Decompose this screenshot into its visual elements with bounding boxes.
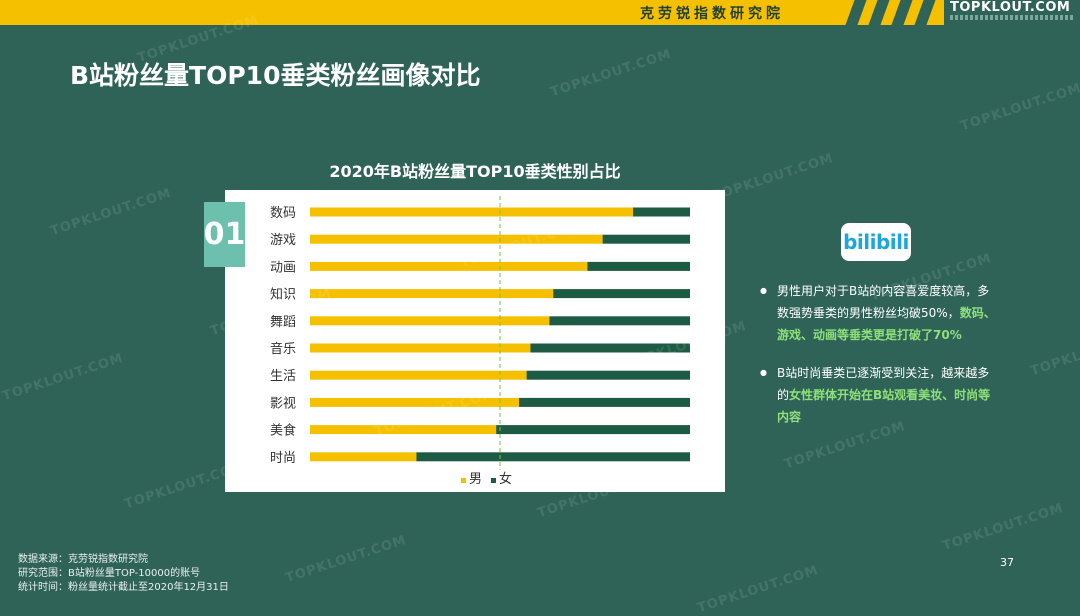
time-value: 粉丝量统计截止至2020年12月31日 — [68, 582, 229, 593]
page-number: 37 — [1000, 556, 1014, 569]
header-org: 克劳锐指数研究院 — [640, 6, 784, 22]
bar-male-6 — [310, 370, 527, 380]
watermark: TOPKLOUT.COM — [283, 532, 409, 587]
watermark: TOPKLOUT.COM — [710, 150, 836, 205]
bar-female-0 — [633, 207, 690, 217]
category-label-0: 数码 — [270, 206, 296, 221]
watermark: TOPKLOUT.COM — [0, 350, 126, 405]
watermark: TOPKLOUT.COM — [548, 46, 674, 101]
bar-female-3 — [553, 289, 690, 299]
section-badge: 01 — [204, 202, 245, 267]
bar-male-1 — [310, 234, 603, 244]
bar-male-2 — [310, 261, 588, 271]
bar-female-2 — [587, 261, 690, 271]
decor-stripe — [914, 0, 936, 25]
brand-text: TOPKLOUT.COM — [950, 0, 1071, 15]
bilibili-logo: bilibili — [841, 223, 911, 261]
category-label-4: 舞蹈 — [270, 315, 296, 330]
bar-female-9 — [416, 452, 690, 462]
brand-logo: TOPKLOUT.COM — [944, 0, 1080, 25]
legend-label-male: 男 — [469, 472, 482, 487]
note-highlight: 女性群体开始在B站观看美妆、时尚等内容 — [777, 388, 991, 424]
bar-female-4 — [549, 316, 690, 326]
notes: 男性用户对于B站的内容喜爱度较高，多数强势垂类的男性粉丝均破50%，数码、游戏、… — [760, 280, 1000, 444]
top-bar: 克劳锐指数研究院 TOPKLOUT.COM — [0, 0, 1080, 25]
category-label-1: 游戏 — [270, 233, 296, 248]
bar-female-6 — [526, 370, 690, 380]
category-label-2: 动画 — [270, 260, 296, 275]
source-value: 克劳锐指数研究院 — [68, 554, 148, 565]
scope-value: B站粉丝量TOP-10000的账号 — [68, 568, 201, 579]
watermark: TOPKLOUT.COM — [940, 500, 1066, 555]
legend-swatch-male — [461, 478, 466, 483]
category-label-3: 知识 — [270, 287, 296, 303]
chart-title: 2020年B站粉丝量TOP10垂类性别占比 — [329, 162, 621, 181]
watermark: TOPKLOUT.COM — [48, 185, 174, 240]
bar-female-1 — [602, 234, 690, 244]
bar-female-8 — [496, 425, 690, 435]
category-label-7: 影视 — [270, 396, 296, 411]
watermark: TOPKLOUT.COM — [695, 562, 821, 616]
category-label-8: 美食 — [270, 423, 296, 439]
bar-male-4 — [310, 316, 550, 326]
note-item: 男性用户对于B站的内容喜爱度较高，多数强势垂类的男性粉丝均破50%，数码、游戏、… — [760, 280, 1000, 346]
page-title: B站粉丝量TOP10垂类粉丝画像对比 — [70, 61, 481, 90]
legend-swatch-female — [491, 478, 496, 483]
bar-female-7 — [519, 397, 690, 407]
note-highlight: 数码、游戏、动画等垂类更是打破了70% — [777, 306, 996, 342]
scope-label: 研究范围： — [18, 568, 68, 579]
source-label: 数据来源： — [18, 554, 68, 565]
time-label: 统计时间： — [18, 582, 68, 593]
footer: 数据来源：克劳锐指数研究院 研究范围：B站粉丝量TOP-10000的账号 统计时… — [18, 553, 229, 595]
bar-female-5 — [530, 343, 690, 353]
note-item: B站时尚垂类已逐渐受到关注，越来越多的女性群体开始在B站观看美妆、时尚等内容 — [760, 362, 1000, 428]
category-label-6: 生活 — [270, 369, 296, 384]
watermark: TOPKLOUT.COM — [1028, 325, 1080, 380]
bar-male-3 — [310, 289, 554, 299]
bar-male-7 — [310, 397, 519, 407]
bar-male-9 — [310, 452, 417, 462]
decor-stripe — [868, 0, 890, 25]
decor-stripe — [845, 0, 867, 25]
bar-male-0 — [310, 207, 633, 217]
note-text: 男性用户对于B站的内容喜爱度较高，多数强势垂类的男性粉丝均破50%， — [777, 284, 990, 320]
category-label-5: 音乐 — [270, 341, 296, 357]
decor-stripe — [891, 0, 913, 25]
category-label-9: 时尚 — [270, 451, 296, 466]
watermark: TOPKLOUT.COM — [958, 80, 1080, 135]
brand-subline — [950, 15, 1074, 20]
note-text: B站时尚垂类已逐渐受到关注，越来越多的 — [777, 366, 990, 402]
bar-male-8 — [310, 425, 497, 435]
legend-label-female: 女 — [499, 471, 512, 487]
bar-male-5 — [310, 343, 531, 353]
